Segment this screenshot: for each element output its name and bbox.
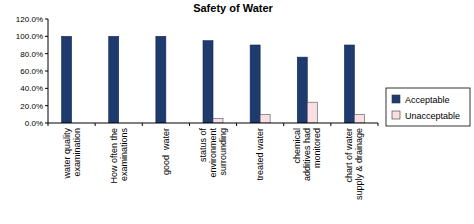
- y-tick-label: 0.0%: [25, 119, 43, 128]
- x-tick: [95, 123, 96, 126]
- label-line: treated water: [255, 128, 265, 181]
- bar: [250, 45, 260, 123]
- label-line: chart of water: [344, 128, 354, 183]
- label-line: additives had: [302, 128, 312, 181]
- legend-label: Acceptable: [405, 95, 450, 105]
- chart: Safety of Water 0.0% 20.0% 40.0% 60.0% 80.0% 1…: [0, 0, 474, 224]
- y-tick: [45, 105, 48, 106]
- label-line: supply & drainage: [354, 128, 364, 200]
- y-tick: [45, 36, 48, 37]
- y-tick: [45, 71, 48, 72]
- y-tick-label: 40.0%: [20, 84, 43, 93]
- x-tick: [378, 123, 379, 126]
- y-tick-label: 100.0%: [16, 32, 43, 41]
- legend-box: [386, 88, 470, 126]
- label-line: environment: [208, 128, 218, 178]
- legend-swatch: [392, 111, 400, 119]
- bar: [297, 57, 307, 123]
- x-tick-label: How often theexaminations: [109, 128, 129, 184]
- title: Safety of Water: [193, 2, 273, 14]
- x-tick: [48, 123, 49, 126]
- bar: [354, 114, 364, 123]
- bar: [344, 45, 354, 123]
- x-tick: [330, 123, 331, 126]
- x-tick: [236, 123, 237, 126]
- label-line: water quality: [62, 128, 72, 180]
- bar: [213, 119, 223, 123]
- y-tick-label: 80.0%: [20, 50, 43, 59]
- y-tick: [45, 19, 48, 20]
- x-axis: [48, 123, 378, 124]
- bar: [156, 36, 166, 123]
- legend-swatch: [392, 95, 400, 103]
- label-line: chemical: [292, 128, 302, 164]
- label-line: monitored: [312, 128, 322, 168]
- y-tick-label: 20.0%: [20, 102, 43, 111]
- x-tick-label: water qualityexamination: [62, 128, 82, 180]
- legend-label: Unacceptable: [405, 111, 460, 121]
- x-tick-label: treated water: [255, 128, 265, 181]
- x-tick-label: chart of watersupply & drainage: [344, 128, 364, 200]
- label-line: examinations: [119, 128, 129, 182]
- x-tick-label: chemicaladditives hadmonitored: [292, 128, 322, 181]
- label-line: surrounding: [218, 128, 228, 176]
- label-line: How often the: [109, 128, 119, 184]
- y-tick: [45, 88, 48, 89]
- label-line: status of: [198, 128, 208, 163]
- bar: [260, 114, 270, 123]
- x-tick-label: good water: [161, 128, 171, 175]
- background: [0, 0, 474, 224]
- bar: [203, 41, 213, 123]
- label-line: good water: [161, 128, 171, 175]
- bar: [307, 102, 317, 123]
- y-tick: [45, 53, 48, 54]
- y-tick-label: 60.0%: [20, 67, 43, 76]
- bars: [62, 36, 365, 123]
- x-tick-label: status ofenvironmentsurrounding: [198, 128, 228, 178]
- bar: [109, 36, 119, 123]
- x-tick: [283, 123, 284, 126]
- bar: [62, 36, 72, 123]
- y-tick-label: 120.0%: [16, 15, 43, 24]
- x-tick: [142, 123, 143, 126]
- x-tick: [189, 123, 190, 126]
- label-line: examination: [72, 128, 82, 177]
